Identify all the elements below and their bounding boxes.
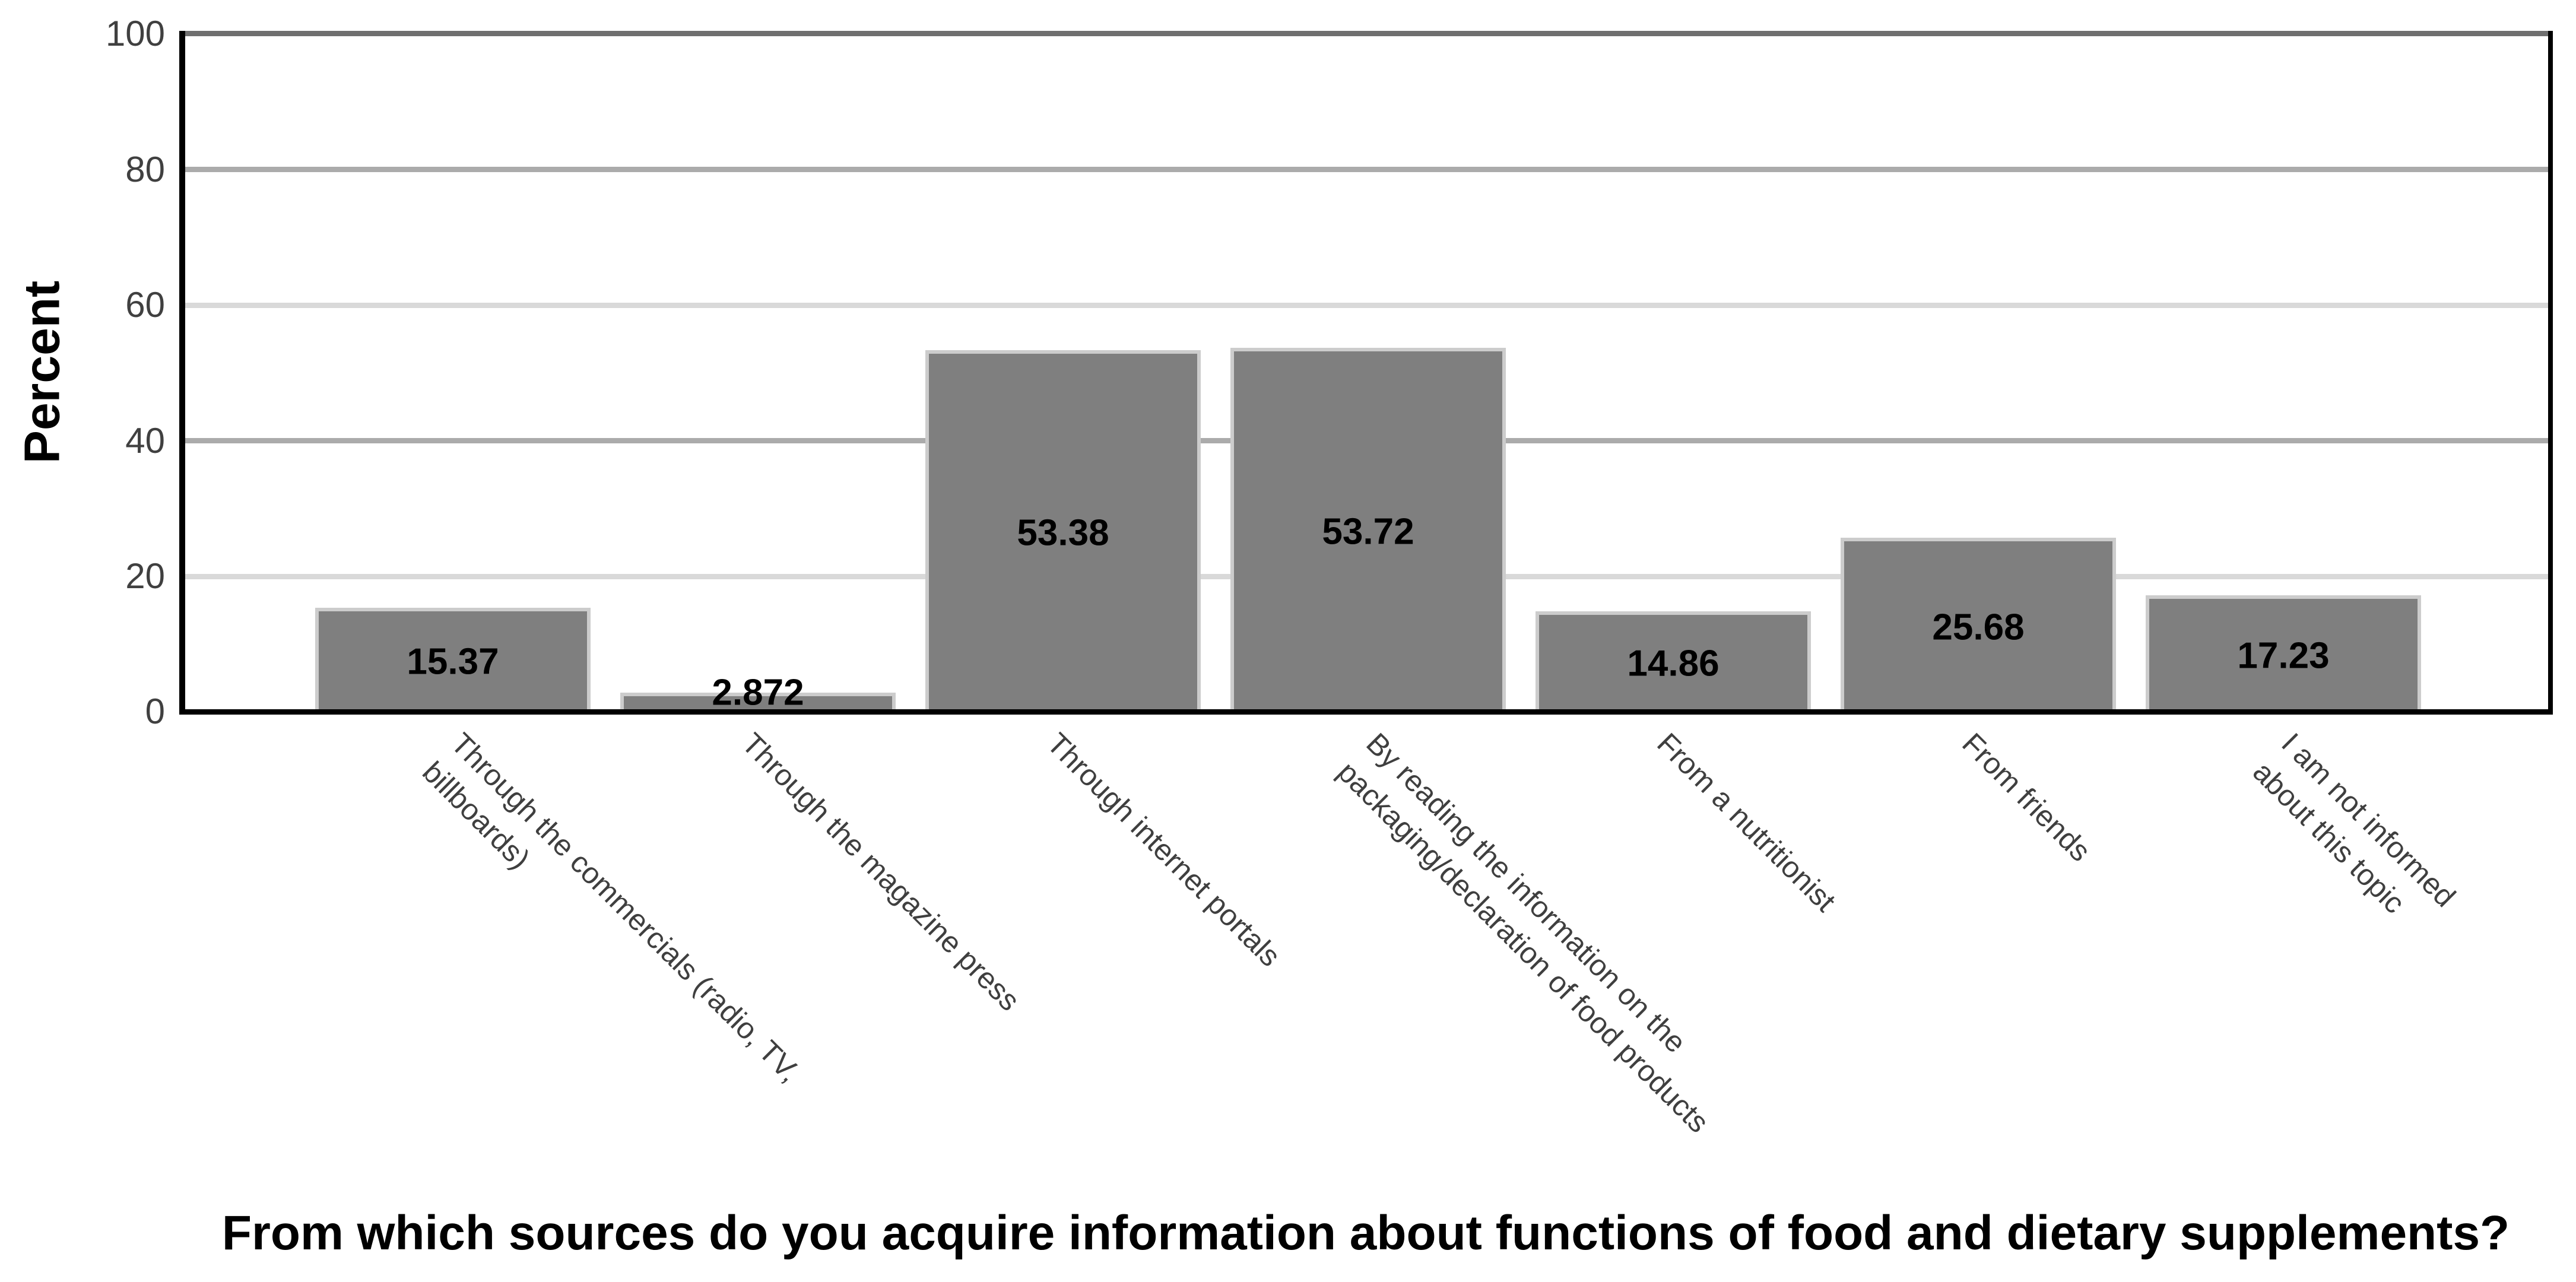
x-category-label-text: I am not informed about this topic: [2247, 726, 2462, 920]
bar-value-label-7: 17.23: [2237, 635, 2330, 677]
plot-border-right: [2548, 31, 2553, 715]
bar-value-label-3: 53.38: [1017, 512, 1109, 554]
x-axis-line: [179, 709, 2553, 715]
bar-value-label-4: 53.72: [1322, 511, 1414, 553]
x-category-label-text: Through the magazine press: [735, 726, 1026, 1017]
x-category-label-text: From friends: [1956, 726, 2098, 868]
bar-2: [620, 692, 896, 709]
bar-7: [2146, 595, 2421, 709]
bar-value-label-2: 2.872: [712, 672, 804, 713]
x-category-label-text: From a nutritionist: [1651, 726, 1842, 918]
y-tick-label-40: 40: [125, 420, 165, 461]
gridline-60: [185, 302, 2548, 308]
plot-border-top: [179, 31, 2553, 36]
bar-value-label-1: 15.37: [407, 641, 499, 683]
x-category-label-text: Through the commercials (radio, TV, bill…: [416, 726, 807, 1089]
bar-value-label-6: 25.68: [1932, 607, 2025, 648]
y-tick-label-80: 80: [125, 149, 165, 189]
y-tick-label-60: 60: [125, 285, 165, 325]
bar-6: [1841, 538, 2116, 709]
y-tick-label-100: 100: [105, 14, 165, 54]
bar-1: [315, 607, 591, 709]
bar-3: [925, 350, 1201, 709]
x-category-label-text: Through internet portals: [1040, 726, 1287, 973]
gridline-80: [185, 167, 2548, 173]
y-tick-label-0: 0: [145, 691, 165, 732]
bar-4: [1230, 347, 1506, 709]
bar-value-label-5: 14.86: [1627, 643, 1720, 684]
y-axis-line: [179, 31, 185, 715]
y-tick-label-20: 20: [125, 556, 165, 596]
bar-5: [1536, 611, 1811, 709]
x-axis-title: From which sources do you acquire inform…: [221, 1206, 2510, 1260]
